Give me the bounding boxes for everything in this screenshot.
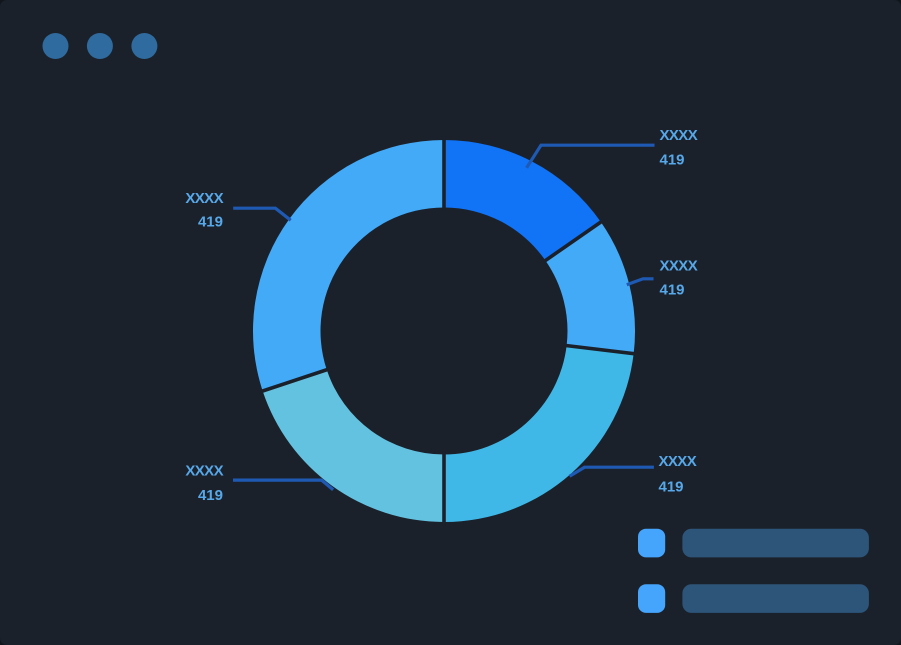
svg-text:XXXX: XXXX xyxy=(185,463,223,480)
svg-text:419: 419 xyxy=(198,487,223,504)
svg-text:419: 419 xyxy=(660,281,685,298)
svg-text:XXXX: XXXX xyxy=(659,453,697,470)
svg-text:XXXX: XXXX xyxy=(185,190,223,207)
svg-text:419: 419 xyxy=(660,151,685,168)
svg-text:419: 419 xyxy=(659,479,684,496)
svg-text:XXXX: XXXX xyxy=(660,127,698,144)
svg-text:XXXX: XXXX xyxy=(660,257,698,274)
svg-text:419: 419 xyxy=(198,214,223,231)
